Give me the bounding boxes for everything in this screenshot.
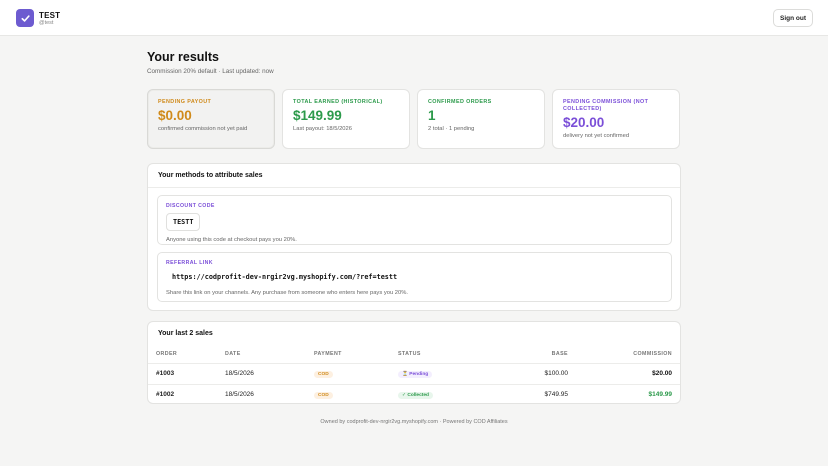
order-id: #1002: [156, 391, 175, 399]
referral-link-box: REFERRAL LINK https://codprofit-dev-nrgi…: [157, 252, 672, 302]
brand-logo: [16, 9, 34, 27]
column-header-commission: COMMISSION: [576, 345, 680, 364]
method-note: Anyone using this code at checkout pays …: [166, 237, 297, 243]
order-date: 18/5/2026: [225, 391, 254, 399]
method-label: DISCOUNT CODE: [166, 203, 215, 209]
order-commission: $20.00: [576, 363, 680, 385]
check-icon: [20, 14, 30, 22]
stat-note: delivery not yet confirmed: [563, 132, 630, 139]
stat-card-pending-payout: PENDING PAYOUT $0.00 confirmed commissio…: [147, 89, 275, 149]
sign-out-button[interactable]: Sign out: [773, 9, 813, 27]
stat-note: Last payout: 18/5/2026: [293, 125, 352, 132]
status-badge: ⏳ Pending: [398, 370, 433, 378]
payment-cell: COD: [306, 363, 390, 385]
brand-name: TEST: [39, 11, 61, 20]
page-subtitle: Commission 20% default · Last updated: n…: [147, 68, 274, 75]
stat-label: PENDING COMMISSION (NOT COLLECTED): [563, 99, 649, 112]
stat-card-total-earned: TOTAL EARNED (HISTORICAL) $149.99 Last p…: [282, 89, 410, 149]
column-header-payment: PAYMENT: [306, 345, 390, 364]
column-header-date: DATE: [217, 345, 306, 364]
sales-table: ORDER DATE PAYMENT STATUS BASE COMMISSIO…: [148, 345, 680, 405]
table-header-row: ORDER DATE PAYMENT STATUS BASE COMMISSIO…: [148, 345, 680, 364]
order-commission: $149.99: [648, 391, 673, 399]
card-title: Your methods to attribute sales: [148, 164, 680, 188]
referral-link[interactable]: https://codprofit-dev-nrgir2vg.myshopify…: [172, 273, 398, 281]
column-header-base: BASE: [490, 345, 576, 364]
attribution-methods-card: Your methods to attribute sales DISCOUNT…: [147, 163, 681, 311]
top-bar: TEST @test Sign out: [0, 0, 828, 36]
brand-handle: @test: [39, 20, 54, 26]
order-base: $100.00: [490, 363, 576, 385]
stat-card-confirmed-orders: CONFIRMED ORDERS 1 2 total · 1 pending: [417, 89, 545, 149]
stat-label: PENDING PAYOUT: [158, 99, 212, 105]
status-cell: ✓ Collected: [390, 384, 490, 405]
table-row: #1003 18/5/2026 COD ⏳ Pending $100.00 $2…: [148, 363, 680, 385]
card-title: Your last 2 sales: [158, 330, 213, 337]
stat-label: TOTAL EARNED (HISTORICAL): [293, 99, 383, 105]
stat-value: $20.00: [563, 114, 605, 130]
status-badge: ✓ Collected: [398, 391, 433, 399]
payment-badge: COD: [314, 370, 333, 378]
stat-value: 1: [428, 107, 436, 123]
stat-value: $0.00: [158, 107, 192, 123]
column-header-status: STATUS: [390, 345, 490, 364]
method-note: Share this link on your channels. Any pu…: [166, 290, 408, 296]
method-label: REFERRAL LINK: [166, 260, 213, 266]
payment-cell: COD: [306, 384, 390, 405]
discount-code-box: DISCOUNT CODE TESTT Anyone using this co…: [157, 195, 672, 245]
table-row: #1002 18/5/2026 COD ✓ Collected $749.95 …: [148, 384, 680, 405]
recent-sales-card: Your last 2 sales ORDER DATE PAYMENT STA…: [147, 321, 681, 404]
stat-card-pending-commission: PENDING COMMISSION (NOT COLLECTED) $20.0…: [552, 89, 680, 149]
order-date: 18/5/2026: [217, 363, 306, 385]
column-header-order: ORDER: [148, 345, 217, 364]
order-base: $749.95: [544, 391, 569, 399]
payment-badge: COD: [314, 391, 333, 399]
stats-row: PENDING PAYOUT $0.00 confirmed commissio…: [147, 89, 681, 149]
main-content: Your results Commission 20% default · La…: [147, 50, 681, 404]
stat-label: CONFIRMED ORDERS: [428, 99, 492, 105]
stat-note: confirmed commission not yet paid: [158, 125, 248, 132]
page-title: Your results: [147, 50, 220, 64]
footer: Owned by codprofit-dev-nrgir2vg.myshopif…: [320, 419, 508, 425]
discount-code[interactable]: TESTT: [166, 213, 201, 231]
stat-note: 2 total · 1 pending: [428, 125, 475, 132]
order-id: #1003: [148, 363, 217, 385]
status-cell: ⏳ Pending: [390, 363, 490, 385]
stat-value: $149.99: [293, 107, 342, 123]
